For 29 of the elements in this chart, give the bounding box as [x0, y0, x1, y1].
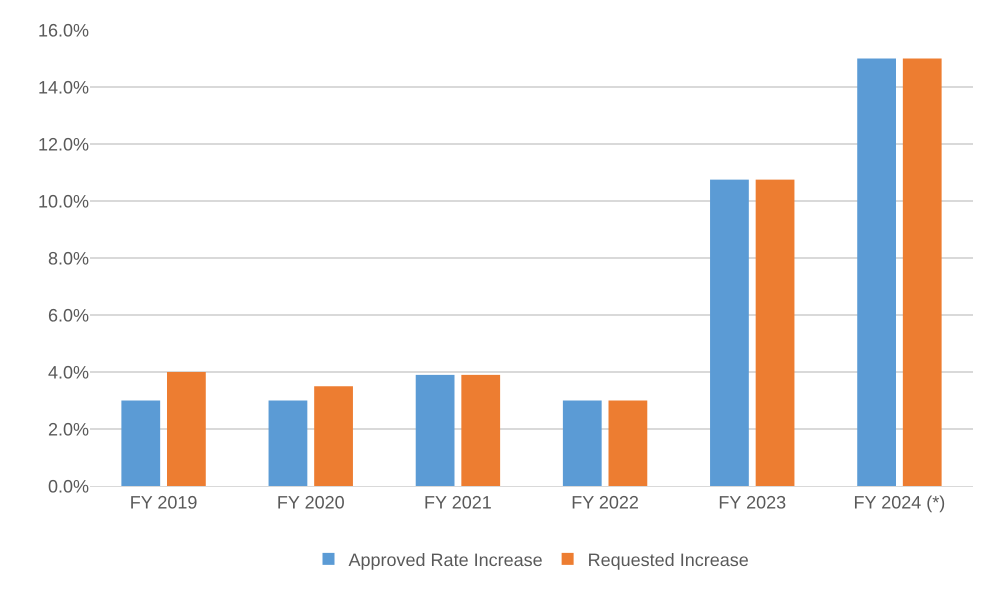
y-tick-label: 4.0% — [48, 362, 89, 382]
x-tick-label: FY 2023 — [718, 492, 786, 513]
y-tick-label: 16.0% — [38, 20, 89, 40]
bar — [562, 400, 602, 486]
y-tick-label: 14.0% — [38, 77, 89, 98]
bar — [756, 180, 794, 486]
x-tick-label: FY 2019 — [130, 492, 198, 513]
y-tick-label: 0.0% — [48, 476, 89, 496]
y-tick-label: 12.0% — [38, 134, 89, 154]
x-tick-label: FY 2020 — [276, 492, 345, 513]
x-tick-label: FY 2022 — [571, 492, 639, 513]
legend-label: Requested Increase — [588, 550, 749, 570]
y-tick-label: 10.0% — [38, 191, 89, 212]
bar — [121, 400, 160, 486]
bar — [902, 58, 942, 486]
bar — [461, 374, 500, 486]
bar — [710, 180, 749, 486]
y-tick-label: 6.0% — [48, 305, 89, 326]
legend-label: Approved Rate Increase — [348, 550, 543, 570]
bar — [268, 400, 308, 486]
bar — [167, 372, 206, 486]
bar — [608, 400, 648, 486]
y-tick-label: 8.0% — [48, 248, 89, 268]
y-tick-label: 2.0% — [48, 419, 89, 440]
x-tick-label: FY 2021 — [424, 492, 492, 513]
bar — [857, 58, 896, 486]
x-tick-label: FY 2024 (*) — [854, 492, 946, 513]
bar — [416, 374, 454, 486]
bar — [314, 386, 353, 486]
